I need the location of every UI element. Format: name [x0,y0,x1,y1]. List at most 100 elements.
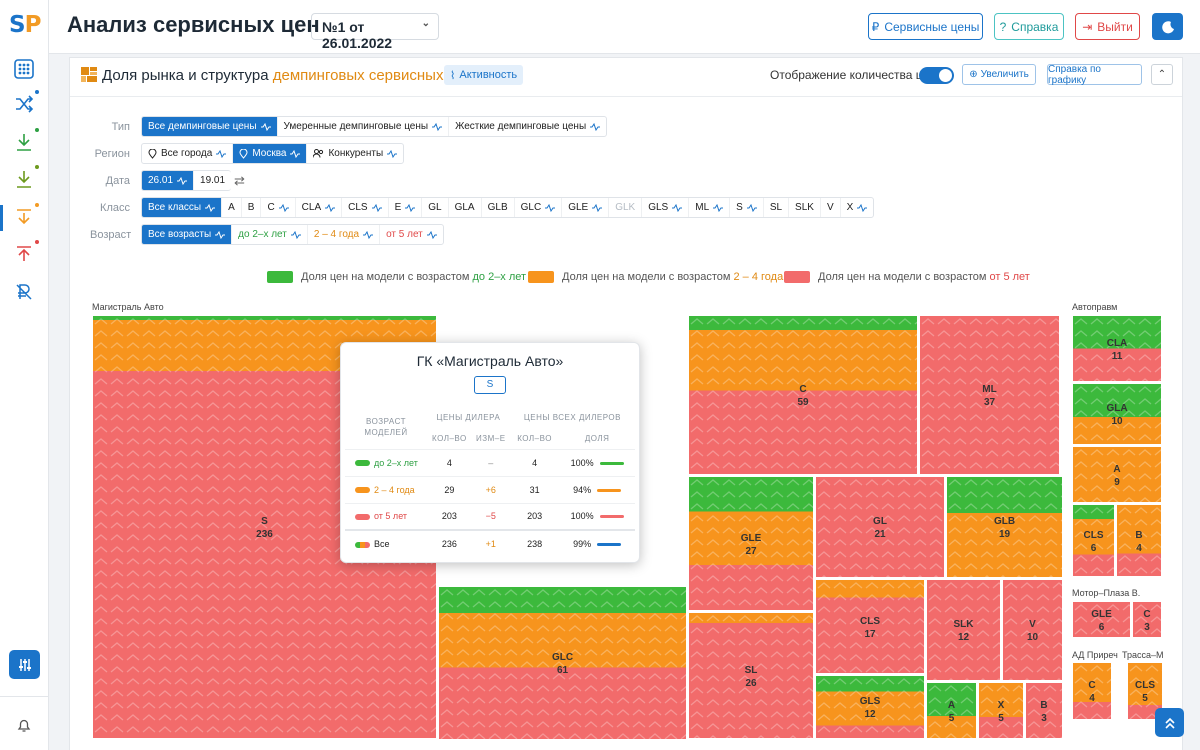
zoom-button[interactable]: ⊕ Увеличить [962,64,1036,85]
filter-class-item[interactable]: GLS [642,198,690,217]
filter-class-item[interactable]: CLS [342,198,389,217]
treemap-tile[interactable]: ML 37 [919,315,1060,475]
sidebar-divider [0,696,49,697]
pulse-icon [290,230,301,239]
theme-toggle-button[interactable] [1152,13,1183,40]
double-chevron-up-icon [1164,717,1175,729]
filter-class-item[interactable]: GLK [609,198,643,217]
tile-label: V 10 [1026,619,1039,643]
activity-badge[interactable]: ⌇ Активность [444,65,524,85]
filter-type-item[interactable]: Жесткие демпинговые цены [449,117,606,136]
treemap-tile[interactable]: V 10 [1002,579,1063,681]
filter-class-item[interactable]: SL [764,198,790,217]
download-green-icon[interactable] [12,128,39,153]
filter-date-item[interactable]: 19.01 [200,175,226,186]
treemap-tile[interactable]: GLB 19 [946,476,1063,578]
service-prices-label: Сервисные цены [884,19,980,34]
filter-class-item[interactable]: Все классы [142,198,223,217]
filter-region-item[interactable]: Все города [142,144,234,163]
filter-class-item[interactable]: GL [422,198,449,217]
ruble-off-icon[interactable] [12,281,36,303]
filter-date: 26.01 19.01 [141,170,232,191]
bell-icon[interactable] [12,714,36,736]
filter-age-item[interactable]: до 2–х лет [232,225,308,244]
top-bar: Анализ сервисных цен №1 от 26.01.2022 ⌄ … [49,0,1200,54]
filter-class-item[interactable]: GLA [449,198,482,217]
pulse-icon [205,203,216,212]
scroll-top-button[interactable] [1155,708,1184,737]
report-select[interactable]: №1 от 26.01.2022 ⌄ [311,13,439,51]
filter-class-item[interactable]: V [821,198,841,217]
pulse-icon [278,203,289,212]
count-toggle[interactable] [919,67,954,84]
treemap-tile[interactable]: GL 21 [815,476,945,578]
treemap-tile[interactable]: SL 26 [688,612,814,739]
treemap-tile[interactable]: GLE 6 [1072,601,1131,638]
treemap-tile[interactable]: CLS 5 [1127,662,1163,720]
app-logo[interactable]: SP [9,12,41,38]
filter-age: Все возрасты до 2–х лет 2 – 4 года от 5 лет [141,224,444,245]
filter-region-item[interactable]: Москва [233,144,308,163]
filter-region-item[interactable]: Конкуренты [307,144,403,163]
filter-class-item[interactable]: GLE [562,198,610,217]
filter-date-item[interactable]: 26.01 [142,171,195,190]
treemap-tile[interactable]: GLA 10 [1072,383,1162,445]
panel-title: Доля рынка и структура демпинговых серви… [102,67,473,84]
filter-class-item[interactable]: B [242,198,262,217]
treemap-tile[interactable]: GLS 12 [815,675,925,739]
treemap-tile[interactable]: SLK 12 [926,579,1001,681]
th-age: ВОЗРАСТ МОДЕЛЕЙ [364,416,408,437]
treemap-tile[interactable]: GLE 27 [688,476,814,611]
filter-class-item[interactable]: S [730,198,764,217]
help-button[interactable]: ? Справка [994,13,1064,40]
filter-class-item[interactable]: E [389,198,423,217]
dumping-icon[interactable] [12,203,39,228]
treemap-tile[interactable]: CLS 17 [815,579,925,674]
chart-help-button[interactable]: Справка по графику [1047,64,1142,86]
filter-class-item[interactable]: GLC [515,198,563,217]
treemap-tile[interactable]: CLA 11 [1072,315,1162,382]
download-olive-icon[interactable] [12,165,39,190]
filter-class-item[interactable]: A [222,198,242,217]
tile-label: GLB 19 [993,516,1016,540]
filter-class-item[interactable]: CLA [296,198,343,217]
filter-class-item[interactable]: C [261,198,296,217]
report-select-value: №1 от 26.01.2022 [322,19,393,51]
filter-age-item[interactable]: 2 – 4 года [308,225,381,244]
collapse-button[interactable]: ⌃ [1151,64,1173,85]
filter-type-item[interactable]: Все демпинговые цены [142,117,278,136]
page-title: Анализ сервисных цен [67,12,320,37]
filter-class-item[interactable]: X [841,198,874,217]
service-prices-button[interactable]: ₽ Сервисные цены [868,13,983,40]
filter-class-item[interactable]: ML [689,198,731,217]
filter-class-item[interactable]: GLB [482,198,515,217]
swap-dates-icon[interactable]: ⇄ [234,173,245,188]
filter-age-item[interactable]: Все возрасты [142,225,233,244]
shuffle-icon[interactable] [12,90,39,115]
treemap-tile[interactable]: GLC 61 [438,586,687,740]
upload-red-icon[interactable] [12,240,39,265]
treemap-tile[interactable]: C 59 [688,315,918,475]
tile-label: GLS 12 [859,696,881,720]
filter-type-item[interactable]: Умеренные демпинговые цены [278,117,450,136]
legend-item-old: Доля цен на модели с возрастом от 5 лет [784,271,1030,283]
legend-swatch [267,271,293,283]
tile-label: GLC 61 [551,652,574,676]
treemap-tile[interactable]: CLS 6 [1072,504,1115,577]
filter-age-item[interactable]: от 5 лет [380,225,443,244]
settings-sliders-button[interactable] [9,650,40,679]
filter-class-item[interactable]: SLK [789,198,821,217]
logout-button[interactable]: ⇥ Выйти [1075,13,1140,40]
dashboard-icon[interactable] [12,58,36,80]
